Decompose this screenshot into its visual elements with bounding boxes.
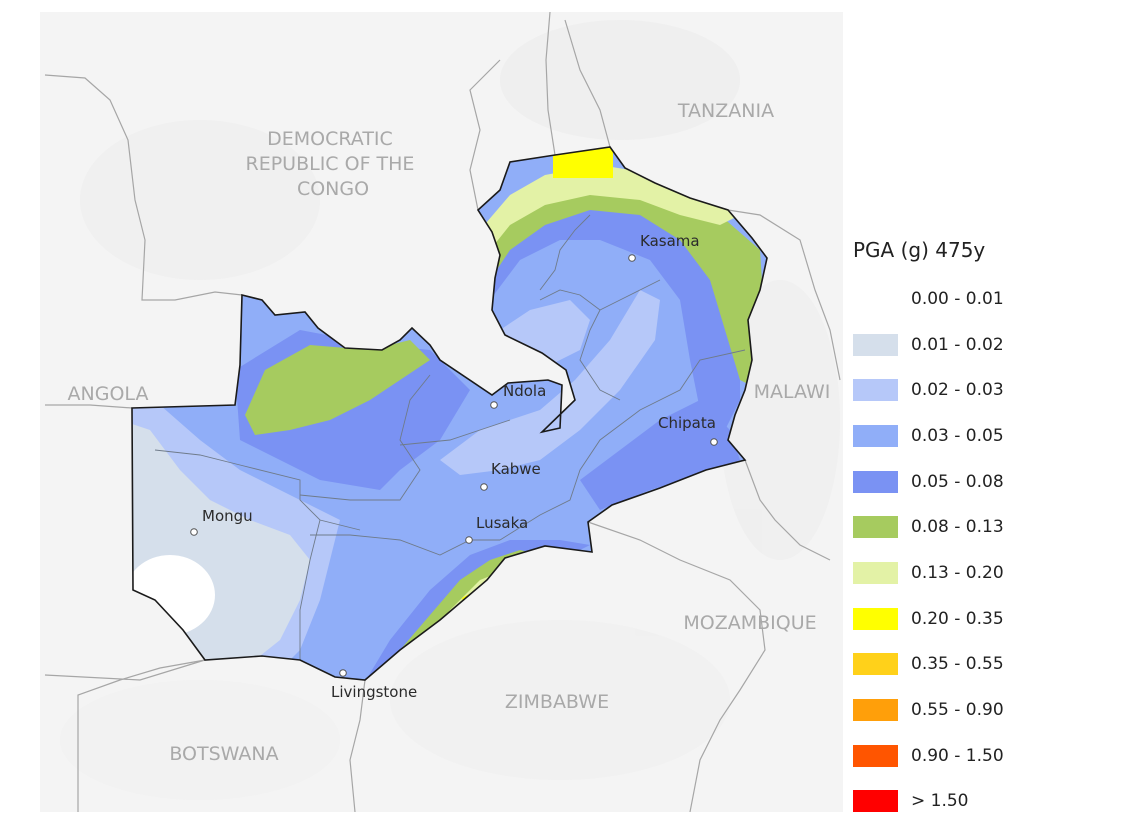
legend-swatch [853, 607, 898, 630]
legend-label: 0.05 - 0.08 [911, 471, 1004, 492]
country-label-drc: DEMOCRATIC REPUBLIC OF THE CONGO [246, 128, 421, 200]
legend-item: 0.05 - 0.08 [853, 459, 1123, 505]
legend-label: 0.00 - 0.01 [911, 288, 1004, 309]
legend-label: 0.55 - 0.90 [911, 700, 1004, 721]
legend-item: 0.01 - 0.02 [853, 322, 1123, 368]
legend-item: 0.03 - 0.05 [853, 413, 1123, 459]
legend-swatch [853, 379, 898, 402]
legend-label: > 1.50 [911, 791, 969, 812]
country-labels: DEMOCRATIC REPUBLIC OF THE CONGO TANZANI… [68, 100, 831, 765]
legend-swatch [853, 744, 898, 767]
legend-swatch [853, 516, 898, 539]
legend-item: 0.20 - 0.35 [853, 596, 1123, 642]
terrain-shading [60, 20, 840, 800]
city-label-lusaka: Lusaka [476, 514, 528, 532]
legend-item: 0.90 - 1.50 [853, 733, 1123, 779]
city-marker-chipata [710, 438, 718, 446]
legend-swatch [853, 653, 898, 676]
legend-swatch [853, 470, 898, 493]
legend-item: 0.02 - 0.03 [853, 367, 1123, 413]
province-borders [154, 214, 746, 660]
legend-swatch [853, 424, 898, 447]
legend-title: PGA (g) 475y [853, 238, 986, 262]
city-marker-lusaka [465, 536, 473, 544]
legend-label: 0.35 - 0.55 [911, 654, 1004, 675]
legend-item: 0.35 - 0.55 [853, 642, 1123, 688]
country-label-botswana: BOTSWANA [169, 743, 278, 765]
city-label-kabwe: Kabwe [491, 460, 541, 478]
legend-label: 0.02 - 0.03 [911, 380, 1004, 401]
legend-label: 0.13 - 0.20 [911, 562, 1004, 583]
legend-swatch [853, 287, 898, 310]
legend-rows: 0.00 - 0.01 0.01 - 0.02 0.02 - 0.03 0.03 - … [853, 276, 1123, 824]
legend-swatch [853, 333, 898, 356]
legend-swatch [853, 699, 898, 722]
city-marker-ndola [490, 401, 498, 409]
country-label-tanzania: TANZANIA [677, 100, 774, 122]
legend-item: 0.13 - 0.20 [853, 550, 1123, 596]
legend-item: 0.00 - 0.01 [853, 276, 1123, 322]
city-label-livingstone: Livingstone [331, 683, 417, 701]
city-markers: Kasama Ndola Chipata Kabwe Mongu Lusaka … [190, 232, 718, 701]
legend-label: 0.08 - 0.13 [911, 517, 1004, 538]
city-label-ndola: Ndola [503, 382, 546, 400]
country-label-malawi: MALAWI [754, 381, 831, 403]
legend-item: 0.55 - 0.90 [853, 687, 1123, 733]
international-borders [44, 12, 841, 812]
city-marker-kasama [628, 254, 636, 262]
city-label-chipata: Chipata [658, 414, 716, 432]
legend-label: 0.03 - 0.05 [911, 425, 1004, 446]
legend-label: 0.90 - 1.50 [911, 745, 1004, 766]
legend-item: 0.08 - 0.13 [853, 504, 1123, 550]
city-label-kasama: Kasama [640, 232, 700, 250]
map-legend: PGA (g) 475y 0.00 - 0.01 0.01 - 0.02 0.02 … [853, 238, 1123, 824]
city-label-mongu: Mongu [202, 507, 253, 525]
legend-swatch [853, 561, 898, 584]
legend-item: > 1.50 [853, 779, 1123, 825]
country-label-angola: ANGOLA [68, 383, 149, 405]
legend-label: 0.01 - 0.02 [911, 334, 1004, 355]
city-marker-mongu [190, 528, 198, 536]
legend-swatch [853, 790, 898, 813]
hazard-map: DEMOCRATIC REPUBLIC OF THE CONGO TANZANI… [40, 12, 843, 812]
city-marker-kabwe [480, 483, 488, 491]
country-label-zimbabwe: ZIMBABWE [505, 691, 609, 713]
city-marker-livingstone [339, 669, 347, 677]
legend-label: 0.20 - 0.35 [911, 608, 1004, 629]
country-label-mozambique: MOZAMBIQUE [683, 612, 816, 634]
